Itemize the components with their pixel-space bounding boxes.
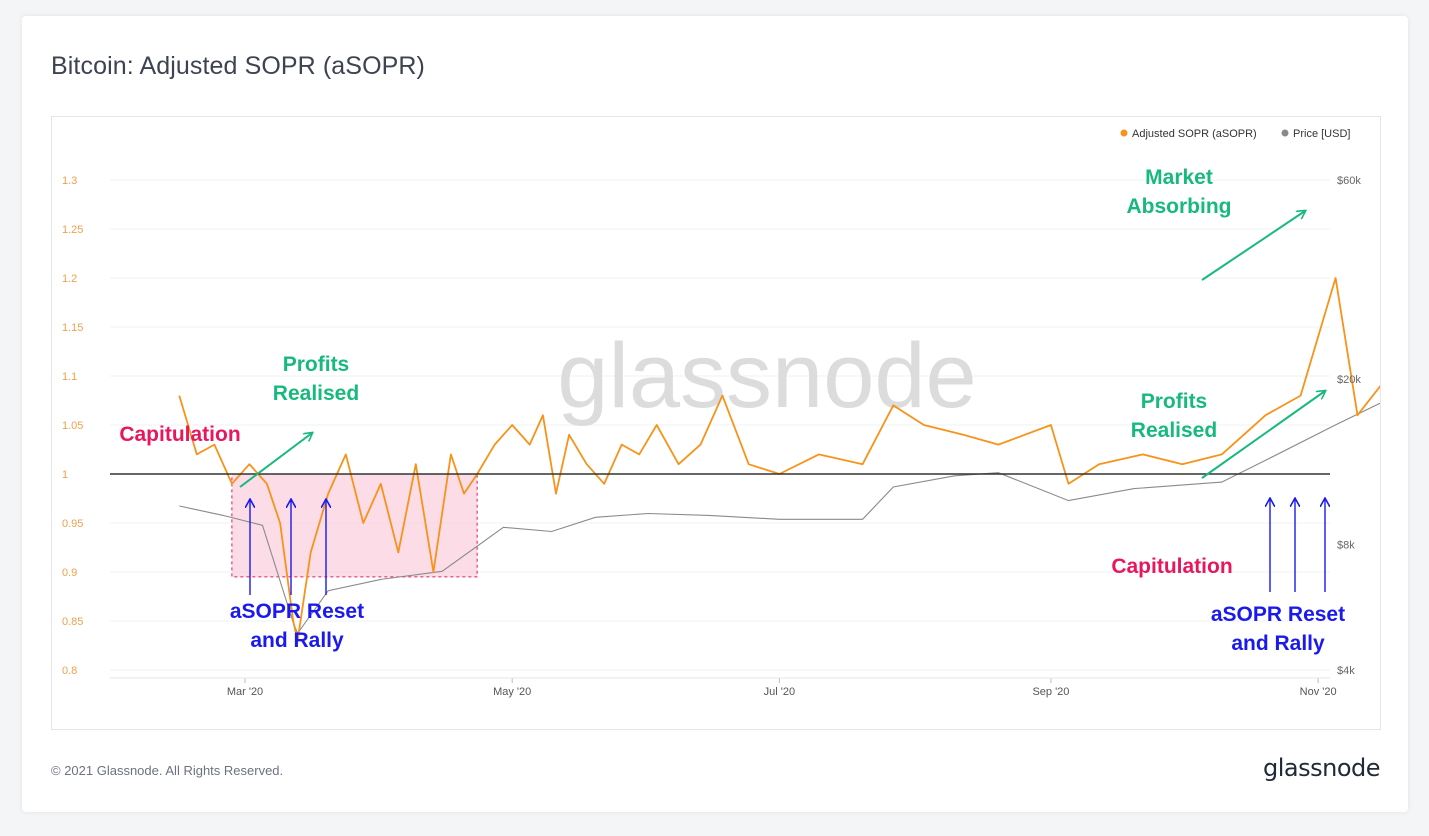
legend-label-asopr: Adjusted SOPR (aSOPR) bbox=[1132, 128, 1257, 140]
page-title: Bitcoin: Adjusted SOPR (aSOPR) bbox=[51, 52, 425, 80]
annotation-arrow bbox=[1201, 211, 1305, 281]
annotation-reset-text: aSOPR Reset bbox=[230, 600, 364, 623]
y-right-tick-label: $20k bbox=[1337, 374, 1361, 386]
annotation-profits-text: Realised bbox=[273, 382, 359, 405]
annotation-profits-text: Market bbox=[1145, 166, 1213, 189]
legend-dot-price bbox=[1281, 129, 1289, 137]
annotation-reset-text: and Rally bbox=[250, 629, 344, 652]
x-tick-label: May '20 bbox=[493, 686, 531, 698]
copyright-footer: © 2021 Glassnode. All Rights Reserved. bbox=[51, 763, 284, 778]
annotation-profits-text: Realised bbox=[1131, 419, 1217, 442]
legend-dot-asopr bbox=[1120, 129, 1128, 137]
y-left-tick-label: 1.25 bbox=[62, 224, 83, 236]
y-right-tick-label: $4k bbox=[1337, 665, 1355, 677]
annotation-capitulation-text: Capitulation bbox=[1111, 555, 1232, 578]
y-left-tick-label: 0.95 bbox=[62, 518, 83, 530]
x-tick-label: Sep '20 bbox=[1032, 686, 1069, 698]
y-left-tick-label: 1.2 bbox=[62, 273, 77, 285]
legend-label-price: Price [USD] bbox=[1293, 128, 1350, 140]
y-left-tick-label: 1 bbox=[62, 469, 68, 481]
x-tick-label: Jul '20 bbox=[764, 686, 795, 698]
y-left-tick-label: 1.15 bbox=[62, 322, 83, 334]
y-left-tick-label: 1.3 bbox=[62, 175, 77, 187]
watermark: glassnode bbox=[557, 325, 976, 427]
annotation-profits-text: Absorbing bbox=[1127, 195, 1232, 218]
annotation-arrow bbox=[1201, 391, 1325, 479]
annotation-arrow bbox=[239, 433, 312, 488]
annotation-reset-text: and Rally bbox=[1231, 632, 1325, 655]
glassnode-logo[interactable]: glassnode bbox=[1262, 754, 1381, 782]
annotations: Capitulation Profits Realised aSOPR Reset an… bbox=[119, 166, 1345, 655]
annotation-capitulation-text: Capitulation bbox=[119, 423, 240, 446]
axes: 0.8 0.85 0.9 0.95 1 1.05 1.1 1.15 1.2 1.25 1.3 $4k $… bbox=[62, 175, 1361, 698]
y-left-tick-label: 1.1 bbox=[62, 371, 77, 383]
annotation-profits-text: Profits bbox=[283, 353, 350, 376]
y-left-tick-label: 1.05 bbox=[62, 420, 83, 432]
y-left-tick-label: 0.9 bbox=[62, 567, 77, 579]
y-left-tick-label: 0.8 bbox=[62, 665, 77, 677]
chart-area: glassnode 0.8 0.85 0.9 0.95 1 1.05 1.1 1.15 1.2 1… bbox=[51, 116, 1429, 730]
annotation-profits-text: Profits bbox=[1141, 390, 1208, 413]
legend[interactable]: Adjusted SOPR (aSOPR) Price [USD] bbox=[1120, 128, 1351, 140]
y-right-tick-label: $60k bbox=[1337, 175, 1361, 187]
x-tick-label: Mar '20 bbox=[227, 686, 263, 698]
annotation-reset-text: aSOPR Reset bbox=[1211, 603, 1345, 626]
y-right-tick-label: $8k bbox=[1337, 540, 1355, 552]
chart-card: Bitcoin: Adjusted SOPR (aSOPR) glassnode… bbox=[22, 16, 1429, 812]
y-left-tick-label: 0.85 bbox=[62, 616, 83, 628]
x-tick-label: Nov '20 bbox=[1300, 686, 1337, 698]
asopr-chart: glassnode 0.8 0.85 0.9 0.95 1 1.05 1.1 1.15 1.2 1… bbox=[62, 128, 1429, 698]
